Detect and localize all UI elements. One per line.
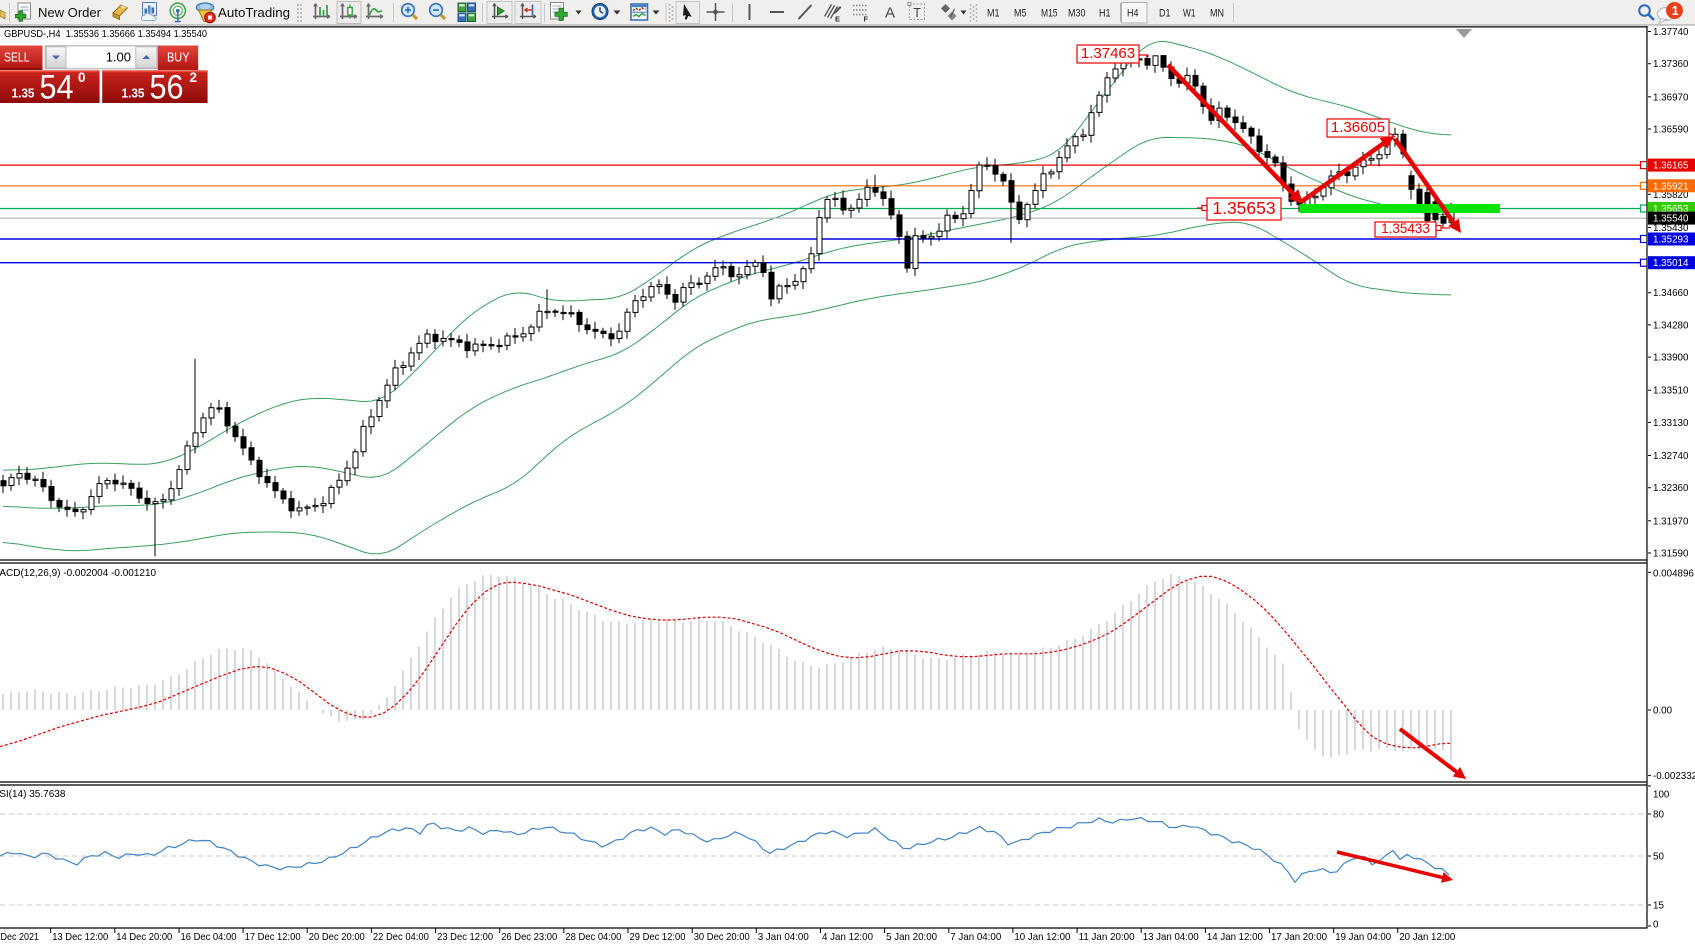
svg-text:30 Dec 20:00: 30 Dec 20:00: [694, 932, 750, 943]
svg-text:1.37740: 1.37740: [1653, 27, 1689, 38]
svg-text:1.35653: 1.35653: [1212, 198, 1275, 218]
svg-text:1.35: 1.35: [12, 87, 35, 101]
svg-text:M15: M15: [1041, 8, 1058, 20]
svg-text:1.36590: 1.36590: [1653, 125, 1689, 136]
svg-text:1.37360: 1.37360: [1653, 59, 1689, 70]
svg-text:1.31970: 1.31970: [1653, 516, 1689, 527]
svg-text:New Order: New Order: [38, 5, 102, 20]
svg-text:GBPUSD-,H4 1.35536 1.35666 1.: GBPUSD-,H4 1.35536 1.35666 1.35494 1.355…: [4, 29, 207, 40]
svg-text:2: 2: [190, 70, 198, 85]
svg-text:SELL: SELL: [4, 50, 30, 65]
svg-text:17 Dec 12:00: 17 Dec 12:00: [245, 932, 301, 943]
svg-text:20 Dec 20:00: 20 Dec 20:00: [309, 932, 365, 943]
svg-text:12 Dec 2021: 12 Dec 2021: [0, 932, 39, 943]
svg-text:1.35293: 1.35293: [1653, 235, 1689, 246]
svg-text:H1: H1: [1099, 8, 1111, 20]
svg-text:H4: H4: [1127, 8, 1139, 20]
svg-text:14 Dec 20:00: 14 Dec 20:00: [116, 932, 172, 943]
svg-text:1.33130: 1.33130: [1653, 418, 1689, 429]
svg-text:1.35433: 1.35433: [1381, 221, 1430, 236]
svg-text:1.35820: 1.35820: [1653, 190, 1689, 201]
svg-text:0: 0: [78, 70, 86, 85]
svg-text:1.33510: 1.33510: [1653, 386, 1689, 397]
svg-text:14 Jan 12:00: 14 Jan 12:00: [1207, 932, 1263, 943]
svg-text:MN: MN: [1210, 8, 1224, 20]
svg-text:29 Dec 12:00: 29 Dec 12:00: [630, 932, 686, 943]
svg-text:M1: M1: [987, 8, 1000, 20]
svg-text:28 Dec 04:00: 28 Dec 04:00: [565, 932, 621, 943]
svg-text:13 Jan 04:00: 13 Jan 04:00: [1143, 932, 1199, 943]
svg-text:1.35540: 1.35540: [1653, 214, 1689, 225]
svg-text:1.32740: 1.32740: [1653, 451, 1689, 462]
svg-text:17 Jan 20:00: 17 Jan 20:00: [1271, 932, 1327, 943]
svg-text:1.34660: 1.34660: [1653, 288, 1689, 299]
svg-text:54: 54: [40, 69, 74, 107]
svg-text:13 Dec 12:00: 13 Dec 12:00: [52, 932, 108, 943]
svg-text:19 Jan 04:00: 19 Jan 04:00: [1335, 932, 1391, 943]
svg-text:5 Jan 20:00: 5 Jan 20:00: [886, 932, 937, 943]
svg-text:16 Dec 04:00: 16 Dec 04:00: [181, 932, 237, 943]
svg-text:T: T: [913, 6, 921, 20]
svg-text:MACD(12,26,9) -0.002004 -0.001: MACD(12,26,9) -0.002004 -0.001210: [0, 568, 157, 579]
svg-text:22 Dec 04:00: 22 Dec 04:00: [373, 932, 429, 943]
svg-text:50: 50: [1653, 852, 1664, 863]
svg-text:E: E: [835, 15, 840, 24]
svg-text:1.35921: 1.35921: [1653, 181, 1688, 192]
svg-text:W1: W1: [1183, 8, 1196, 20]
svg-text:10 Jan 12:00: 10 Jan 12:00: [1014, 932, 1070, 943]
svg-text:26 Dec 23:00: 26 Dec 23:00: [501, 932, 557, 943]
svg-text:23 Dec 12:00: 23 Dec 12:00: [437, 932, 493, 943]
svg-text:3 Jan 04:00: 3 Jan 04:00: [758, 932, 809, 943]
svg-text:1.35014: 1.35014: [1653, 258, 1689, 269]
svg-text:20 Jan 12:00: 20 Jan 12:00: [1399, 932, 1455, 943]
svg-text:1.37463: 1.37463: [1081, 45, 1135, 62]
svg-text:1.32360: 1.32360: [1653, 483, 1689, 494]
svg-text:1.36165: 1.36165: [1653, 161, 1689, 172]
svg-text:A: A: [885, 5, 895, 22]
svg-text:0.00: 0.00: [1653, 706, 1673, 717]
svg-text:1.36605: 1.36605: [1331, 119, 1385, 136]
svg-text:RSI(14) 35.7638: RSI(14) 35.7638: [0, 789, 66, 800]
svg-text:4 Jan 12:00: 4 Jan 12:00: [822, 932, 873, 943]
svg-text:F: F: [864, 15, 869, 24]
svg-text:15: 15: [1653, 901, 1664, 912]
svg-text:1.35: 1.35: [122, 87, 145, 101]
svg-text:D1: D1: [1159, 8, 1171, 20]
svg-text:7 Jan 04:00: 7 Jan 04:00: [950, 932, 1001, 943]
svg-text:1.00: 1.00: [106, 50, 131, 65]
svg-text:56: 56: [150, 69, 184, 107]
svg-text:1.31590: 1.31590: [1653, 549, 1689, 560]
svg-text:11 Jan 20:00: 11 Jan 20:00: [1079, 932, 1135, 943]
svg-text:1.35653: 1.35653: [1653, 204, 1689, 215]
svg-text:1.36970: 1.36970: [1653, 92, 1689, 103]
svg-text:BUY: BUY: [167, 50, 190, 65]
svg-text:M30: M30: [1068, 8, 1086, 20]
svg-text:1.34280: 1.34280: [1653, 320, 1689, 331]
svg-text:80: 80: [1653, 810, 1664, 821]
svg-text:0: 0: [1653, 920, 1659, 931]
svg-text:1.35430: 1.35430: [1653, 223, 1689, 234]
svg-text:1.33900: 1.33900: [1653, 353, 1689, 364]
svg-text:0.004896: 0.004896: [1653, 569, 1694, 580]
svg-text:-0.002332: -0.002332: [1653, 771, 1695, 782]
svg-text:AutoTrading: AutoTrading: [218, 5, 290, 20]
svg-text:M5: M5: [1014, 8, 1027, 20]
svg-text:100: 100: [1653, 790, 1670, 801]
svg-text:1: 1: [1672, 4, 1679, 18]
